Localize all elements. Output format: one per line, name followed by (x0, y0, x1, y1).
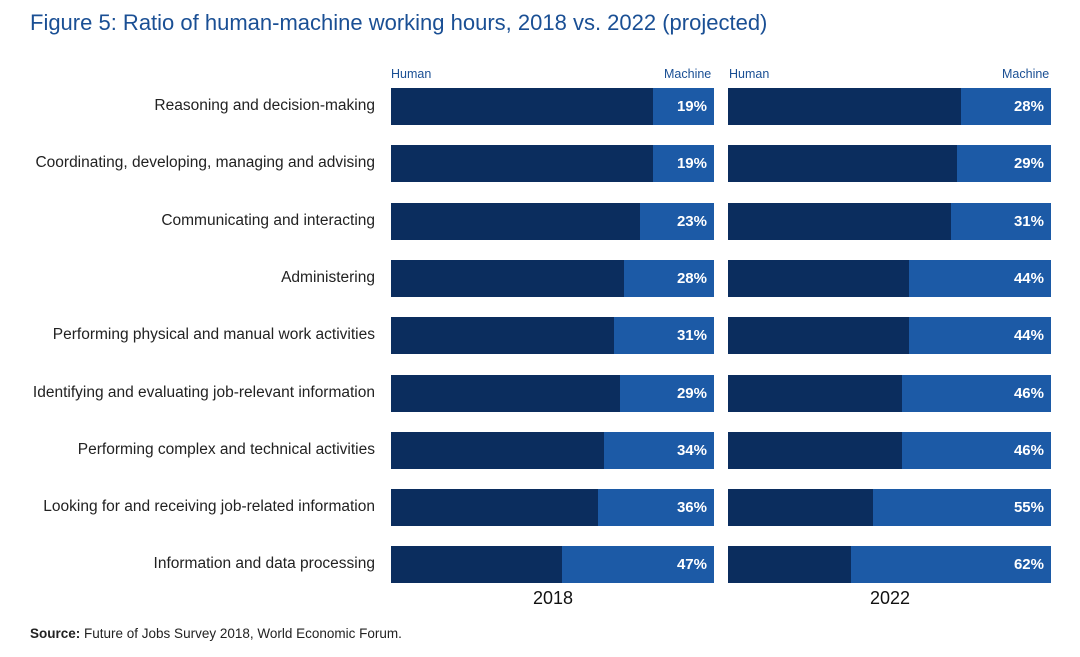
bar-human-segment (391, 203, 640, 240)
source-note: Source: Future of Jobs Survey 2018, Worl… (30, 626, 402, 641)
bar-human-segment (391, 432, 604, 469)
machine-percent-label: 28% (1013, 98, 1044, 115)
bar-human-segment (391, 260, 624, 297)
panel-2018-machine-header: Machine (664, 67, 712, 81)
bar-2018-row-1: 19% (391, 88, 714, 125)
bar-2018-row-3: 23% (391, 203, 714, 240)
bar-human-segment (728, 145, 957, 182)
category-label: Administering (281, 269, 375, 286)
bar-machine-segment: 29% (957, 145, 1051, 182)
bar-2022-row-8: 55% (728, 489, 1051, 526)
bar-human-segment (728, 432, 902, 469)
bar-2022-row-7: 46% (728, 432, 1051, 469)
bar-machine-segment: 34% (604, 432, 714, 469)
machine-percent-label: 31% (676, 327, 707, 344)
bar-machine-segment: 28% (624, 260, 714, 297)
bar-machine-segment: 46% (902, 432, 1051, 469)
bar-machine-segment: 23% (640, 203, 714, 240)
machine-percent-label: 29% (676, 385, 707, 402)
bar-2022-row-1: 28% (728, 88, 1051, 125)
bar-human-segment (728, 203, 951, 240)
bar-2018-row-2: 19% (391, 145, 714, 182)
bar-2018-row-4: 28% (391, 260, 714, 297)
machine-percent-label: 31% (1013, 213, 1044, 230)
category-label: Looking for and receiving job-related in… (43, 498, 375, 515)
bar-2022-row-3: 31% (728, 203, 1051, 240)
bar-2022-row-5: 44% (728, 317, 1051, 354)
bar-2018-row-6: 29% (391, 375, 714, 412)
machine-percent-label: 34% (676, 442, 707, 459)
bar-human-segment (728, 317, 909, 354)
bar-machine-segment: 29% (620, 375, 714, 412)
category-label: Performing complex and technical activit… (77, 441, 375, 458)
machine-percent-label: 19% (676, 155, 707, 172)
bar-human-segment (728, 260, 909, 297)
machine-percent-label: 47% (676, 556, 707, 573)
bar-2022-row-6: 46% (728, 375, 1051, 412)
category-label: Communicating and interacting (161, 212, 375, 229)
bar-machine-segment: 44% (909, 260, 1051, 297)
bar-human-segment (728, 88, 961, 125)
bar-2018-row-9: 47% (391, 546, 714, 583)
machine-percent-label: 19% (676, 98, 707, 115)
panel-2022-year-label: 2022 (869, 588, 911, 608)
bar-machine-segment: 28% (961, 88, 1051, 125)
bar-human-segment (391, 489, 598, 526)
bar-machine-segment: 31% (614, 317, 714, 354)
bar-human-segment (391, 317, 614, 354)
machine-percent-label: 29% (1013, 155, 1044, 172)
panel-2022-machine-header: Machine (1002, 67, 1050, 81)
bar-human-segment (391, 546, 562, 583)
bar-human-segment (728, 489, 873, 526)
bar-human-segment (391, 88, 653, 125)
bar-machine-segment: 44% (909, 317, 1051, 354)
panel-2022-human-header: Human (729, 67, 770, 81)
bar-machine-segment: 36% (598, 489, 714, 526)
bar-2022-row-2: 29% (728, 145, 1051, 182)
bar-2022-row-9: 62% (728, 546, 1051, 583)
machine-percent-label: 23% (676, 213, 707, 230)
machine-percent-label: 62% (1013, 556, 1044, 573)
bar-human-segment (728, 546, 851, 583)
bar-machine-segment: 55% (873, 489, 1051, 526)
panel-2018-year-label: 2018 (532, 588, 574, 608)
machine-percent-label: 55% (1013, 499, 1044, 516)
machine-percent-label: 46% (1013, 442, 1044, 459)
bar-machine-segment: 47% (562, 546, 714, 583)
bar-human-segment (391, 145, 653, 182)
category-label: Performing physical and manual work acti… (52, 326, 375, 343)
machine-percent-label: 28% (676, 270, 707, 287)
bar-machine-segment: 62% (851, 546, 1051, 583)
bar-machine-segment: 31% (951, 203, 1051, 240)
bar-machine-segment: 19% (653, 145, 714, 182)
chart-title: Figure 5: Ratio of human-machine working… (30, 10, 768, 35)
category-label: Information and data processing (153, 555, 375, 572)
bar-machine-segment: 46% (902, 375, 1051, 412)
machine-percent-label: 46% (1013, 385, 1044, 402)
source-text: Future of Jobs Survey 2018, World Econom… (80, 626, 402, 641)
category-label: Coordinating, developing, managing and a… (35, 154, 375, 171)
panel-2018-human-header: Human (391, 67, 432, 81)
category-label: Reasoning and decision-making (154, 97, 375, 114)
bar-2018-row-5: 31% (391, 317, 714, 354)
bar-human-segment (728, 375, 902, 412)
bar-human-segment (391, 375, 620, 412)
bar-machine-segment: 19% (653, 88, 714, 125)
bar-2018-row-7: 34% (391, 432, 714, 469)
machine-percent-label: 36% (676, 499, 707, 516)
bar-2018-row-8: 36% (391, 489, 714, 526)
bar-2022-row-4: 44% (728, 260, 1051, 297)
machine-percent-label: 44% (1013, 327, 1044, 344)
source-label: Source: (30, 626, 81, 641)
machine-percent-label: 44% (1013, 270, 1044, 287)
category-label: Identifying and evaluating job-relevant … (32, 384, 375, 401)
